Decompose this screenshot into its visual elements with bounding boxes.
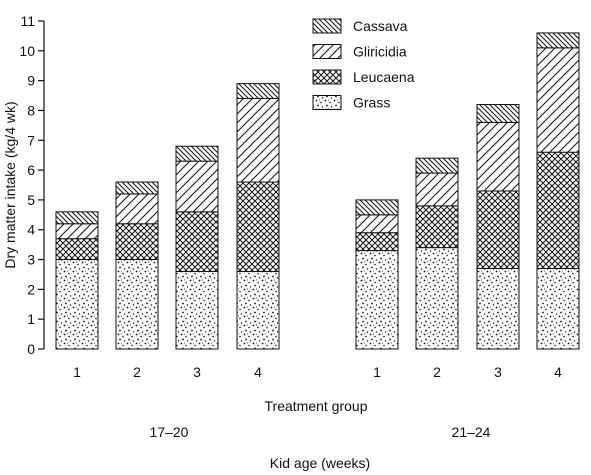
bar-segment-gliricidia	[236, 98, 280, 183]
bar-segment-cassava	[115, 181, 159, 195]
x-tick-label: 3	[193, 364, 201, 380]
bar-stack	[236, 83, 280, 350]
legend-label: Leucaena	[353, 69, 415, 85]
bar-segment-cassava	[476, 103, 520, 123]
y-tick-label: 2	[27, 281, 35, 297]
bar-segment-cassava	[175, 145, 219, 162]
bar-stack	[536, 32, 580, 350]
bar-segment-leucaena	[115, 223, 159, 261]
bar-segment-grass	[476, 267, 520, 350]
x-axis-title: Treatment group	[265, 398, 368, 414]
legend-swatch	[312, 95, 342, 110]
bar-segment-grass	[355, 250, 399, 350]
x-tick-label: 4	[254, 364, 262, 380]
y-tick-label: 5	[27, 192, 35, 208]
x-tick-label: 3	[494, 364, 502, 380]
legend-item-cassava: Cassava	[312, 18, 408, 34]
bar-segment-leucaena	[55, 238, 99, 261]
bar-segment-gliricidia	[415, 172, 459, 207]
y-axis: 0 1 2 3 4 5 6 7 8 9 10 11	[19, 13, 45, 357]
legend-item-leucaena: Leucaena	[312, 69, 415, 85]
bar-segment-leucaena	[536, 151, 580, 269]
bar-segment-grass	[236, 270, 280, 350]
legend-label: Cassava	[353, 18, 408, 34]
bar-segment-leucaena	[236, 181, 280, 272]
bar-segment-leucaena	[476, 190, 520, 269]
legend-label: Grass	[353, 95, 390, 111]
bar-segment-gliricidia	[355, 214, 399, 234]
bar-stack	[355, 199, 399, 350]
y-tick-label: 10	[19, 43, 35, 59]
y-tick-label: 11	[20, 13, 35, 29]
x-tick-label: 1	[73, 364, 81, 380]
bar-segment-leucaena	[355, 232, 399, 252]
legend-label: Gliricidia	[353, 44, 407, 60]
bar-segment-gliricidia	[115, 193, 159, 225]
legend-item-gliricidia: Gliricidia	[312, 44, 407, 60]
legend-swatch	[312, 18, 342, 34]
bar-stack	[115, 181, 159, 350]
bar-segment-grass	[415, 247, 459, 350]
bar-segment-cassava	[236, 83, 280, 100]
bars	[55, 32, 580, 350]
bar-segment-grass	[536, 267, 580, 350]
bar-segment-gliricidia	[536, 47, 580, 153]
x-tick-label: 1	[373, 364, 381, 380]
bar-segment-cassava	[415, 157, 459, 174]
legend: Cassava Gliricidia Leucaena Grass	[312, 18, 415, 111]
y-tick-label: 1	[27, 311, 35, 327]
bar-segment-leucaena	[175, 211, 219, 272]
bar-segment-grass	[115, 259, 159, 350]
x-tick-label: 2	[433, 364, 441, 380]
bar-segment-leucaena	[415, 205, 459, 249]
group-label-21-24: 21–24	[452, 424, 491, 440]
bar-stack	[55, 211, 99, 350]
kid-age-axis-title: Kid age (weeks)	[270, 455, 370, 471]
x-axis-tick-labels: 1 2 3 4 1 2 3 4	[73, 364, 562, 380]
bar-segment-grass	[175, 270, 219, 350]
group-label-17-20: 17–20	[150, 424, 189, 440]
y-tick-label: 0	[27, 341, 35, 357]
bar-segment-gliricidia	[175, 160, 219, 213]
x-tick-label: 4	[554, 364, 562, 380]
bar-stack	[476, 103, 520, 350]
y-tick-label: 3	[27, 252, 35, 268]
x-tick-label: 2	[133, 364, 141, 380]
legend-item-grass: Grass	[312, 95, 390, 111]
legend-swatch	[312, 69, 342, 85]
bar-segment-gliricidia	[476, 121, 520, 192]
bar-segment-grass	[55, 259, 99, 350]
bar-stack	[175, 145, 219, 350]
bar-segment-cassava	[536, 32, 580, 49]
bar-segment-cassava	[355, 199, 399, 216]
y-tick-label: 6	[27, 162, 35, 178]
y-tick-label: 4	[27, 222, 35, 238]
y-axis-title: Dry matter intake (kg/4 wk)	[2, 101, 18, 268]
y-tick-label: 9	[27, 73, 35, 89]
legend-swatch	[312, 44, 342, 59]
bar-segment-cassava	[55, 211, 99, 225]
y-tick-label: 8	[27, 102, 35, 118]
y-tick-label: 7	[27, 132, 35, 148]
bar-segment-gliricidia	[55, 223, 99, 240]
bar-stack	[415, 157, 459, 350]
